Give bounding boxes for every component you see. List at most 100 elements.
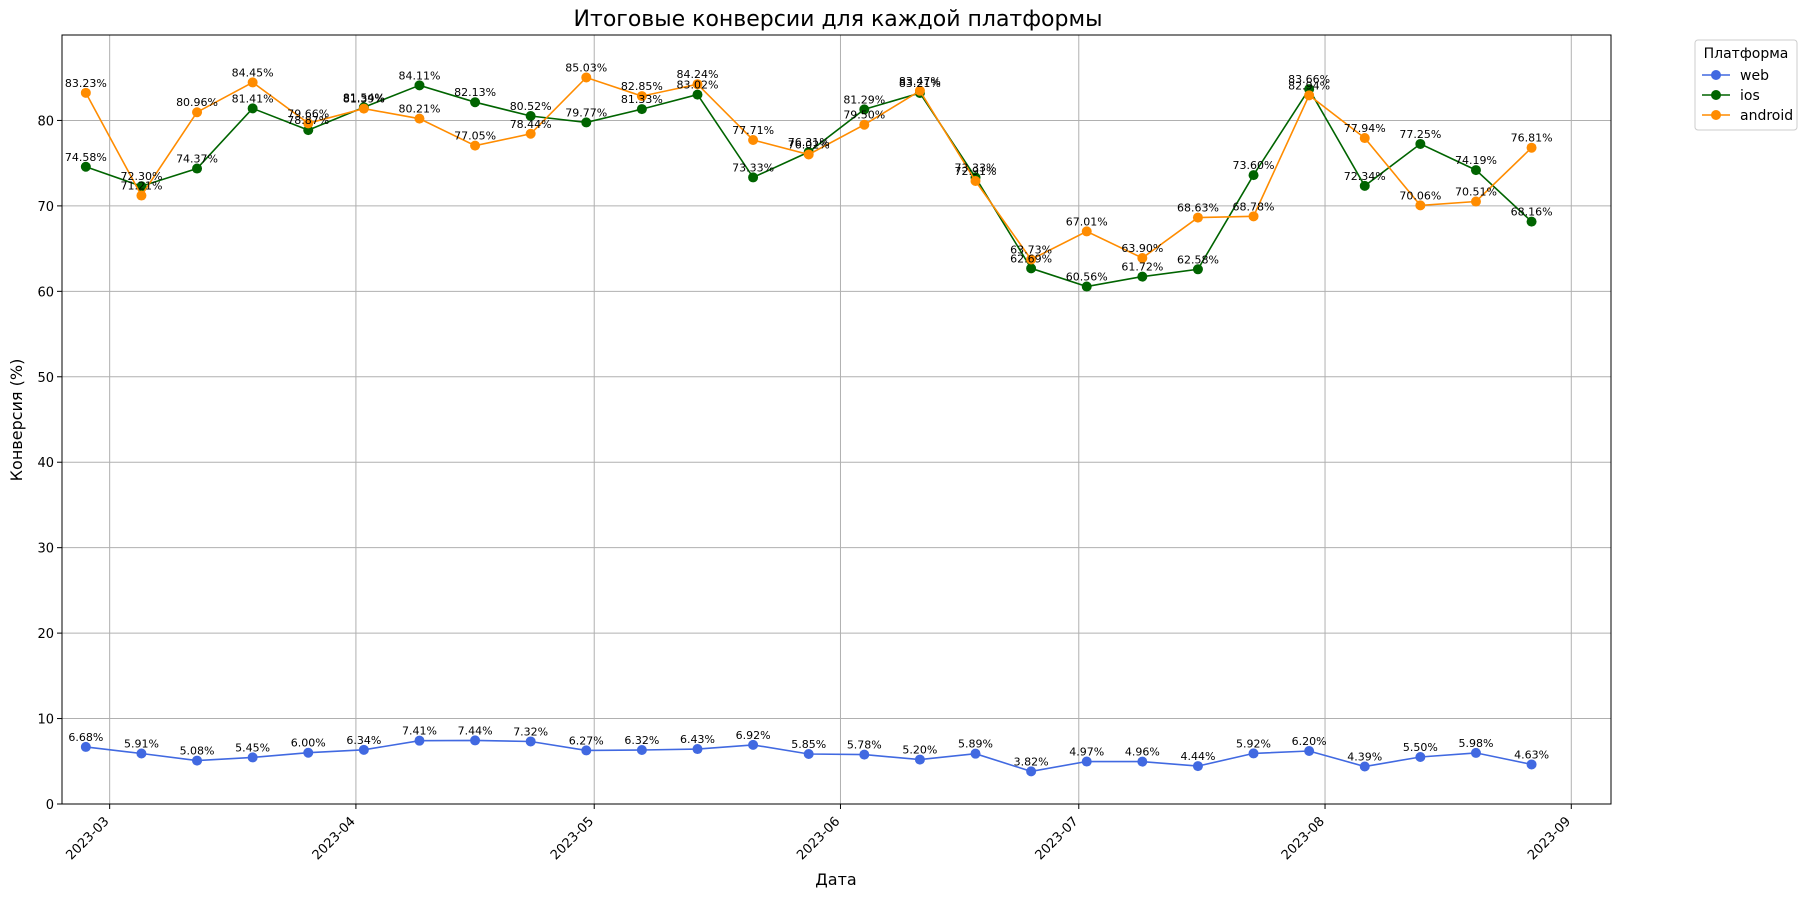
data-point-web xyxy=(1192,761,1203,772)
data-point-android xyxy=(1192,212,1203,223)
data-label-android: 84.24% xyxy=(677,68,719,81)
data-label-android: 81.39% xyxy=(343,93,385,106)
data-label-ios: 83.21% xyxy=(899,77,941,90)
data-label-web: 5.92% xyxy=(1236,737,1271,750)
legend-marker-ios xyxy=(1711,90,1721,100)
data-label-android: 63.90% xyxy=(1121,242,1163,255)
data-label-web: 7.41% xyxy=(402,725,437,738)
data-label-ios: 83.02% xyxy=(677,79,719,92)
data-point-ios xyxy=(136,181,147,192)
data-label-web: 4.97% xyxy=(1069,746,1104,759)
data-point-ios xyxy=(192,163,203,174)
data-label-ios: 74.37% xyxy=(176,153,218,166)
data-label-web: 5.89% xyxy=(958,738,993,751)
data-point-android xyxy=(914,85,925,96)
data-label-web: 6.92% xyxy=(736,729,771,742)
data-label-web: 6.68% xyxy=(68,731,103,744)
data-label-android: 80.96% xyxy=(176,96,218,109)
data-point-ios xyxy=(1470,165,1481,176)
data-label-ios: 81.41% xyxy=(232,92,274,105)
data-label-android: 68.63% xyxy=(1177,202,1219,215)
grid xyxy=(62,35,1611,805)
data-point-web xyxy=(970,748,981,759)
data-point-web xyxy=(136,748,147,759)
data-point-android xyxy=(859,119,870,130)
data-point-web xyxy=(1415,752,1426,763)
data-label-web: 6.27% xyxy=(569,734,604,747)
data-point-web xyxy=(803,749,814,760)
y-tick-label: 70 xyxy=(37,200,54,215)
y-tick-label: 60 xyxy=(37,285,54,300)
data-label-ios: 72.30% xyxy=(120,170,162,183)
data-point-android xyxy=(1248,211,1259,222)
data-point-web xyxy=(470,735,481,746)
data-point-android xyxy=(1470,196,1481,207)
y-tick-label: 10 xyxy=(37,713,54,728)
data-point-web xyxy=(914,754,925,765)
data-label-ios: 74.19% xyxy=(1455,154,1497,167)
data-label-web: 6.32% xyxy=(624,734,659,747)
data-point-ios xyxy=(414,80,425,91)
data-point-android xyxy=(80,87,91,98)
data-point-android xyxy=(470,140,481,151)
data-label-ios: 84.11% xyxy=(398,69,440,82)
data-point-web xyxy=(1359,761,1370,772)
data-point-ios xyxy=(1081,281,1092,292)
data-point-web xyxy=(303,747,314,758)
series-line-android xyxy=(85,76,1533,261)
data-point-web xyxy=(80,741,91,752)
y-tick-label: 0 xyxy=(46,798,54,813)
data-point-android xyxy=(692,79,703,90)
data-label-web: 5.78% xyxy=(847,739,882,752)
data-point-android xyxy=(803,149,814,160)
y-axis-title: Конверсия (%) xyxy=(7,359,26,482)
data-label-android: 68.78% xyxy=(1233,200,1275,213)
x-tick-label: 2023-09 xyxy=(1525,814,1574,863)
data-label-web: 6.20% xyxy=(1292,735,1327,748)
data-point-web xyxy=(1304,746,1315,757)
data-label-ios: 81.54% xyxy=(343,91,385,104)
data-label-web: 3.82% xyxy=(1014,755,1049,768)
data-point-android xyxy=(525,128,536,139)
data-point-ios xyxy=(1415,138,1426,149)
data-point-ios xyxy=(247,103,258,114)
data-point-web xyxy=(192,755,203,766)
data-point-web xyxy=(636,744,647,755)
data-label-web: 4.39% xyxy=(1347,750,1382,763)
data-point-ios xyxy=(748,172,759,183)
data-point-android xyxy=(748,135,759,146)
data-label-ios: 72.34% xyxy=(1344,170,1386,183)
data-point-android xyxy=(1026,254,1037,265)
x-tick-label: 2023-06 xyxy=(794,814,843,863)
legend-title: Платформа xyxy=(1704,46,1789,62)
data-point-web xyxy=(1248,748,1259,759)
data-label-android: 72.91% xyxy=(955,165,997,178)
data-label-android: 78.44% xyxy=(510,118,552,131)
x-tick-label: 2023-03 xyxy=(63,814,112,863)
data-point-ios xyxy=(1359,180,1370,191)
data-label-web: 4.96% xyxy=(1125,746,1160,759)
plot-frame xyxy=(61,34,1612,805)
data-label-ios: 78.87% xyxy=(287,114,329,127)
data-label-web: 5.45% xyxy=(235,741,270,754)
data-label-ios: 79.77% xyxy=(565,106,607,119)
data-label-android: 77.05% xyxy=(454,130,496,143)
data-label-web: 5.98% xyxy=(1458,737,1493,750)
data-label-android: 80.21% xyxy=(398,103,440,116)
chart-title: Итоговые конверсии для каждой платформы xyxy=(574,7,1103,32)
data-point-web xyxy=(1526,759,1537,770)
data-point-web xyxy=(581,745,592,756)
data-point-web xyxy=(525,736,536,747)
data-point-web xyxy=(859,749,870,760)
data-point-ios xyxy=(470,97,481,108)
x-axis-title: Дата xyxy=(815,870,856,889)
data-point-web xyxy=(414,735,425,746)
data-point-android xyxy=(1415,200,1426,211)
data-point-android xyxy=(1137,253,1148,264)
data-label-android: 63.73% xyxy=(1010,243,1052,256)
legend-marker-web xyxy=(1711,70,1721,80)
data-point-ios xyxy=(692,89,703,100)
data-label-android: 70.06% xyxy=(1399,189,1441,202)
data-labels: 6.68% 5.91% 5.08% 5.45% 6.00% 6.34% 7.41% 7.44%… xyxy=(65,61,1553,768)
